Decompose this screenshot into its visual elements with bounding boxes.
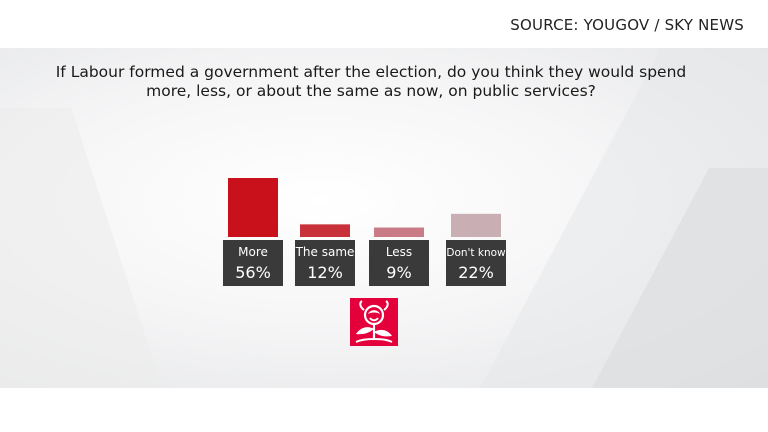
category-label-box bbox=[446, 240, 506, 286]
chart-title: If Labour formed a government after the … bbox=[40, 63, 702, 101]
category-label-box bbox=[223, 240, 283, 286]
question-line-2: more, less, or about the same as now, on… bbox=[146, 82, 596, 100]
data-label: 22% bbox=[458, 263, 494, 282]
category-label-box bbox=[369, 240, 429, 286]
source-label: SOURCE: YOUGOV / SKY NEWS bbox=[510, 16, 744, 34]
labour-rose-icon bbox=[350, 298, 398, 346]
category-label: More bbox=[238, 245, 268, 259]
bar-more bbox=[228, 178, 278, 237]
bottom-bar bbox=[0, 388, 768, 432]
data-label: 56% bbox=[235, 263, 271, 282]
bar-don-t-know bbox=[451, 213, 501, 237]
data-label: 12% bbox=[307, 263, 343, 282]
bar-the-same bbox=[300, 224, 350, 237]
category-label-box bbox=[295, 240, 355, 286]
data-label: 9% bbox=[386, 263, 411, 282]
question-line-1: If Labour formed a government after the … bbox=[55, 63, 687, 81]
bar-less bbox=[374, 227, 424, 237]
top-bar: SOURCE: YOUGOV / SKY NEWS bbox=[0, 0, 768, 48]
category-label: Less bbox=[386, 245, 412, 259]
category-label: The same bbox=[295, 245, 355, 259]
category-label: Don't know bbox=[446, 247, 506, 259]
